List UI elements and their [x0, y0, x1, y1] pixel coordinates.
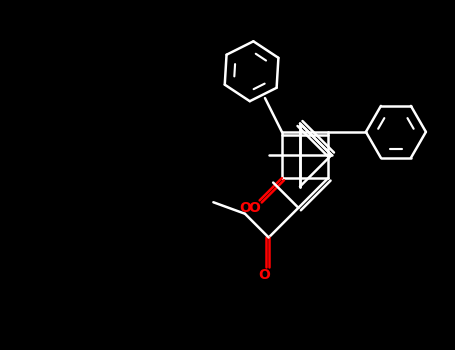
Text: O: O — [258, 268, 270, 282]
Text: O: O — [249, 201, 261, 215]
Text: O: O — [239, 201, 251, 215]
